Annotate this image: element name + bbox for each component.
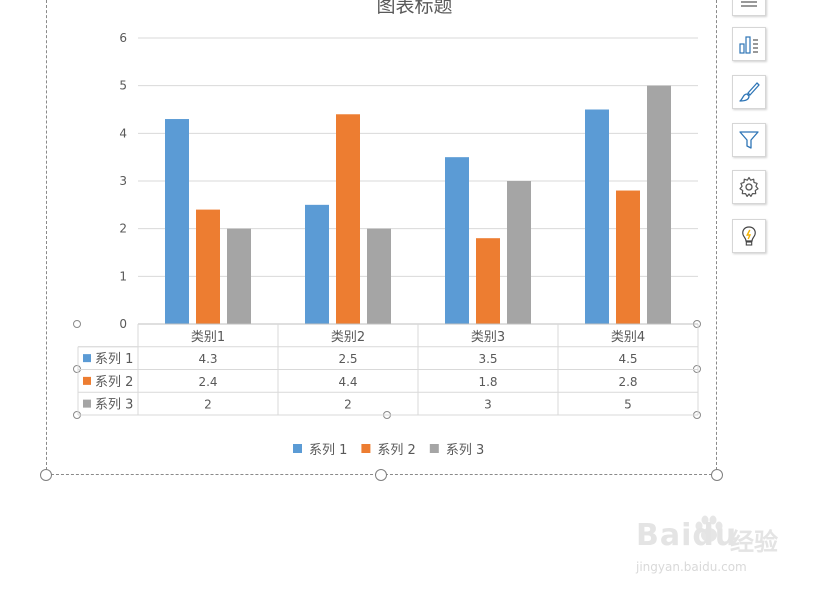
chart-elements-icon (741, 1, 757, 7)
bar (336, 114, 360, 325)
data-table-value: 1.8 (478, 375, 497, 389)
data-table-value: 2 (204, 398, 212, 412)
data-table-legend-key (83, 354, 91, 363)
bar (227, 228, 251, 324)
data-table-value: 3 (484, 398, 492, 412)
bar (476, 238, 500, 324)
plot-area-handle-top-left[interactable] (73, 320, 81, 328)
data-table-value: 4.3 (198, 352, 217, 366)
legend-label: 系列 1 (309, 443, 347, 458)
bar (616, 190, 640, 324)
paw-logo-icon (695, 515, 723, 542)
chart-settings-button[interactable] (732, 170, 766, 204)
category-label: 类别2 (331, 330, 365, 345)
baidu-jingyan-watermark: Baidu 经验 jingyan.baidu.com (634, 510, 814, 582)
chart-filters-button[interactable] (732, 123, 766, 157)
resize-handle-bottom-center[interactable] (375, 469, 387, 481)
legend-label: 系列 2 (377, 443, 415, 458)
bar (305, 204, 329, 324)
data-table-series-label: 系列 2 (95, 375, 133, 390)
chart-elements-button[interactable] (732, 0, 766, 16)
data-table-series-label: 系列 1 (95, 352, 133, 367)
watermark-product: 经验 (730, 528, 778, 556)
chart-ideas-button[interactable] (732, 219, 766, 253)
data-table-series-label: 系列 3 (95, 398, 133, 413)
watermark-url: jingyan.baidu.com (636, 560, 747, 574)
y-tick-label: 4 (119, 126, 127, 140)
data-table-value: 2 (344, 398, 352, 412)
y-tick-label: 0 (119, 317, 127, 331)
bar (585, 109, 609, 324)
data-table-value: 2.4 (198, 375, 217, 389)
bar (196, 209, 220, 324)
data-table-value: 3.5 (478, 352, 497, 366)
data-table-legend-key (83, 376, 91, 385)
data-table-value: 4.4 (338, 375, 357, 389)
watermark-brand: Baidu (636, 518, 738, 553)
legend-swatch (293, 444, 302, 453)
filter-funnel-icon (739, 131, 759, 149)
chart-brush-button[interactable] (732, 75, 766, 109)
lightbulb-icon (742, 226, 756, 246)
y-tick-label: 1 (119, 269, 127, 283)
data-table-legend-key (83, 399, 91, 408)
resize-handle-bottom-right[interactable] (711, 469, 723, 481)
category-label: 类别3 (471, 330, 505, 345)
data-table-value: 2.5 (338, 352, 357, 366)
chart-title[interactable]: 图表标题 (376, 0, 453, 17)
category-label: 类别1 (191, 330, 225, 345)
column-chart-style-icon (739, 36, 758, 54)
bar (647, 85, 671, 325)
legend-swatch (361, 444, 371, 453)
bar (165, 119, 189, 325)
y-tick-label: 5 (119, 79, 127, 93)
bar (445, 157, 469, 324)
y-tick-label: 2 (119, 222, 127, 236)
bar (367, 228, 391, 324)
y-tick-label: 3 (119, 174, 127, 188)
paintbrush-icon (739, 82, 760, 102)
bar (507, 181, 531, 324)
legend-label: 系列 3 (446, 443, 484, 458)
category-label: 类别4 (611, 330, 645, 345)
gear-icon (739, 176, 759, 197)
legend-swatch (429, 444, 439, 453)
resize-handle-bottom-left[interactable] (40, 469, 52, 481)
y-tick-label: 6 (119, 31, 127, 45)
data-table-value: 5 (624, 398, 632, 412)
data-table-value: 2.8 (618, 375, 637, 389)
chart-styles-button[interactable] (732, 27, 766, 61)
data-table-value: 4.5 (618, 352, 637, 366)
